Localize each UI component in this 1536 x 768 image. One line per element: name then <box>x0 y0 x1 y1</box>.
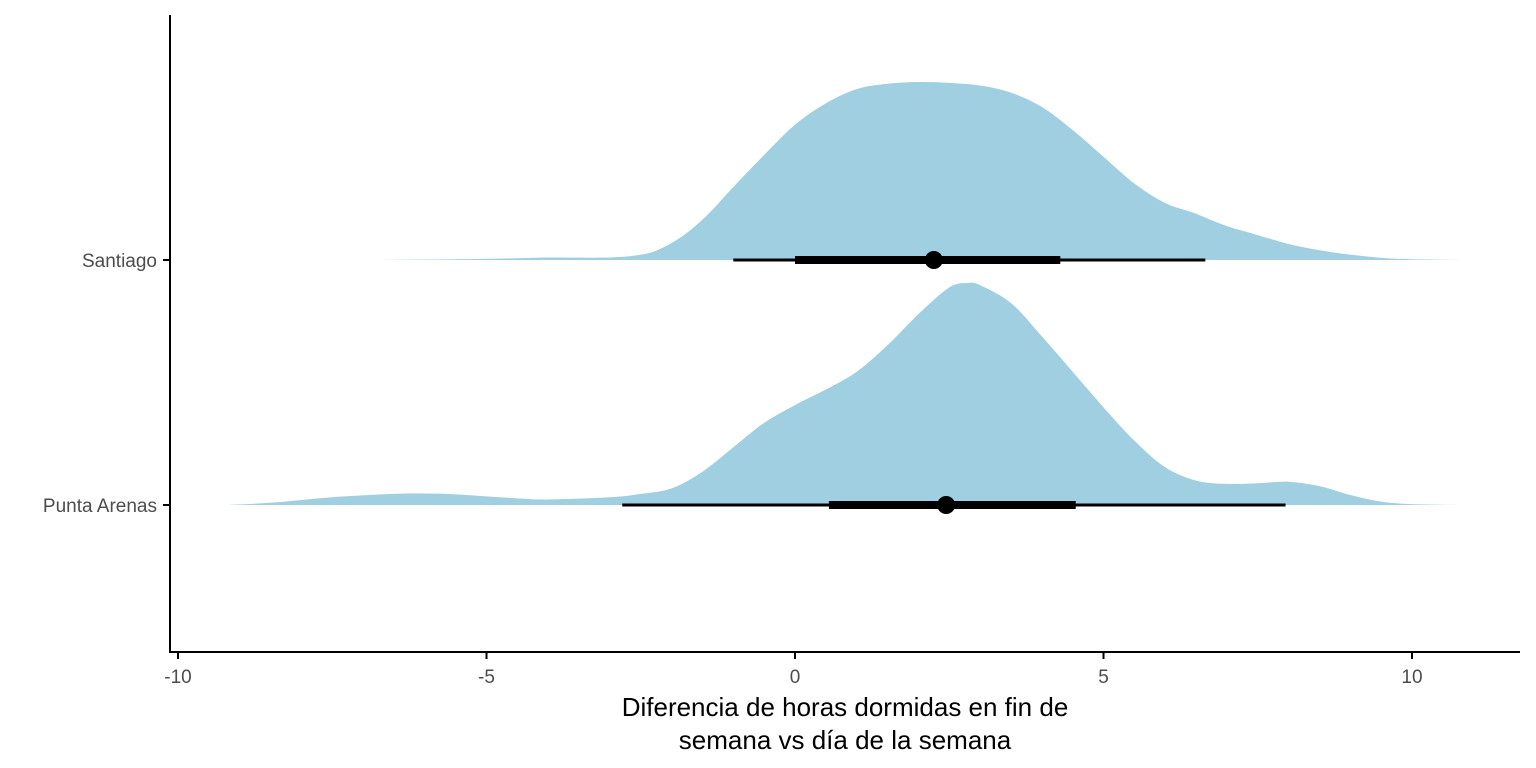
interval-layer <box>622 251 1286 514</box>
x-tick-label: -5 <box>478 667 495 688</box>
x-axis-title-line-2: semana vs día de la semana <box>679 725 1012 755</box>
x-tick-label: 0 <box>790 667 801 688</box>
density-layer <box>227 81 1462 505</box>
x-tick-label: 5 <box>1098 667 1109 688</box>
axes-layer <box>169 15 1520 653</box>
y-tick-label: Punta Arenas <box>43 496 157 517</box>
density-santiago <box>381 81 1462 260</box>
y-ticks: Santiago Punta Arenas <box>43 251 170 517</box>
x-tick-label: 10 <box>1401 667 1422 688</box>
x-ticks: -10 -5 0 5 10 <box>164 652 1423 688</box>
y-tick-label: Santiago <box>82 251 157 272</box>
x-tick-label: -10 <box>164 667 191 688</box>
point-estimate-santiago <box>924 251 943 269</box>
density-punta-arenas <box>227 282 1462 505</box>
x-axis-title-line-1: Diferencia de horas dormidas en fin de <box>622 692 1069 722</box>
point-estimate-punta-arenas <box>937 496 956 514</box>
